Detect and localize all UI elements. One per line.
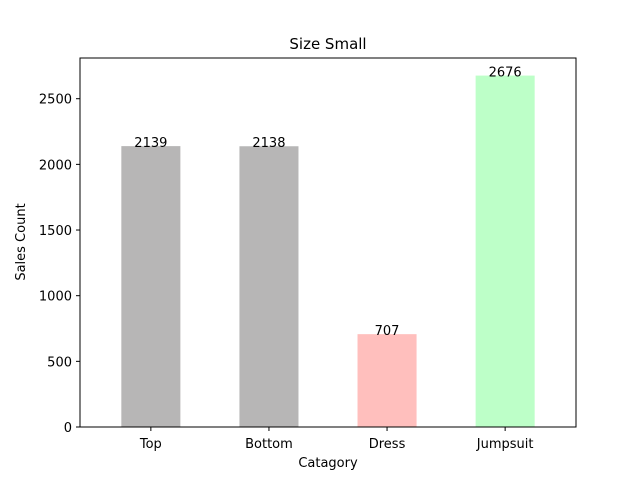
bar-dress [357, 334, 417, 427]
value-label-jumpsuit: 2676 [489, 66, 522, 81]
value-labels-group: 2139 2138 707 2676 [134, 66, 521, 340]
bar-bottom [239, 146, 299, 427]
bar-jumpsuit [475, 75, 535, 428]
y-tick-label-2000: 2000 [39, 158, 72, 173]
value-label-dress: 707 [375, 324, 400, 339]
x-tick-label-jumpsuit: Jumpsuit [476, 437, 534, 452]
value-label-top: 2139 [134, 136, 167, 151]
bars-group [121, 75, 535, 428]
y-tick-label-500: 500 [47, 355, 72, 370]
y-tick-label-0: 0 [64, 421, 72, 436]
x-tick-label-bottom: Bottom [245, 437, 293, 452]
plot-frame [79, 57, 577, 428]
x-axis-label: Catagory [298, 456, 358, 471]
x-tick-label-dress: Dress [369, 437, 406, 452]
value-label-bottom: 2138 [252, 136, 285, 151]
chart-title: Size Small [289, 35, 366, 53]
x-tick-label-top: Top [139, 437, 162, 452]
y-axis: 0 500 1000 1500 2000 2500 [39, 93, 80, 436]
bar-top [121, 146, 181, 427]
y-tick-label-1500: 1500 [39, 224, 72, 239]
y-axis-label: Sales Count [14, 203, 29, 280]
y-tick-label-2500: 2500 [39, 93, 72, 108]
x-axis: Top Bottom Dress Jumpsuit [139, 427, 534, 452]
y-tick-label-1000: 1000 [39, 290, 72, 305]
